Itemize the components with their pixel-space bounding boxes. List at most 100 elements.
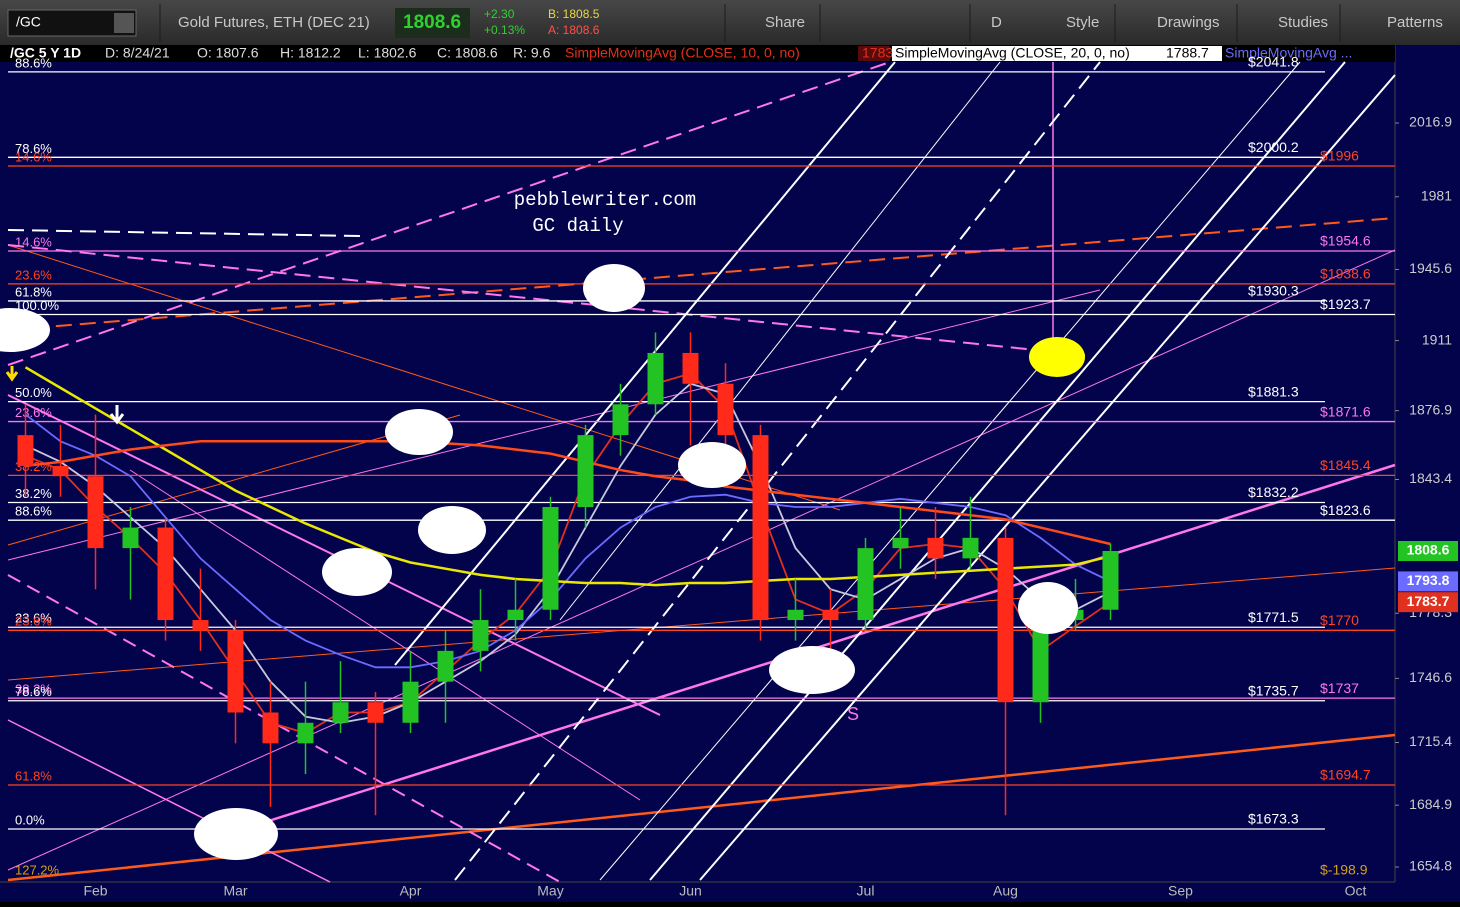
ask: A: 1808.6 [548, 23, 600, 37]
x-tick-label: Mar [223, 883, 247, 899]
y-axis-area [1395, 62, 1460, 902]
ma-line [25, 382, 1111, 724]
toolbar-separators [159, 4, 1341, 42]
symbol-dropdown[interactable] [114, 13, 134, 33]
legend-entry: SimpleMovingAvg (CLOSE, 10, 0, no) [565, 45, 800, 61]
candle-body [472, 620, 489, 651]
level-label: $-198.9 [1320, 862, 1368, 878]
plot: 88.6% $2041.8 78.6% $2000.2 14.6% $1996 14.6% $… [8, 54, 1395, 830]
fib-label: 23.6% [15, 267, 52, 282]
info-open: O: 1807.6 [197, 45, 259, 61]
candle-body [122, 527, 139, 549]
y-tick-label: 1684.9 [1409, 796, 1452, 812]
level-label: $2000.2 [1248, 139, 1299, 155]
level-label: $1771.5 [1248, 609, 1299, 625]
legend-value-box [858, 46, 890, 61]
candle-body [857, 548, 874, 621]
info-date: D: 8/24/21 [105, 45, 170, 61]
legend-entry: SimpleMovingAvg (CLOSE, 20, 0, no) [895, 45, 1130, 61]
ma-line [24, 366, 1111, 587]
candle-body [647, 352, 664, 405]
description: Gold Futures, ETH (DEC 21) [178, 14, 370, 31]
y-tick-label: 1654.8 [1409, 858, 1452, 874]
x-tick-label: May [537, 883, 563, 899]
candle-body [402, 681, 419, 723]
candle-body [157, 527, 174, 621]
symbol[interactable]: /GC [16, 14, 41, 30]
candle-body [507, 609, 524, 621]
change-pct: +0.13% [484, 23, 525, 37]
annotation: GC daily [532, 215, 623, 237]
candle-body [1032, 620, 1049, 703]
candle-body [52, 465, 69, 477]
fib-label: 23.6% [15, 614, 52, 629]
change: +2.30 [484, 7, 515, 21]
legend-entry: SimpleMovingAvg ... [1225, 45, 1352, 61]
level-label: $1938.6 [1320, 266, 1371, 282]
patterns-button[interactable]: Patterns [1387, 14, 1443, 31]
info-close: C: 1808.6 [437, 45, 498, 61]
candle-body [962, 537, 979, 559]
period-button[interactable]: D [991, 14, 1002, 31]
share-button[interactable]: Share [765, 14, 805, 31]
legend-value: 1788.7 [1166, 45, 1209, 61]
level-label: $1871.6 [1320, 403, 1371, 419]
fib-label: 61.8% [15, 284, 52, 299]
legend-box [892, 46, 1222, 61]
x-tick-label: Sep [1168, 883, 1193, 899]
candle-body [17, 435, 34, 466]
candle-body [997, 537, 1014, 703]
fib-label: 14.6% [15, 234, 52, 249]
candle-body [752, 435, 769, 621]
fib-label: 100.0% [15, 298, 60, 313]
level-label: $1954.6 [1320, 233, 1371, 249]
x-tick-label: Apr [400, 883, 422, 899]
candle-body [682, 352, 699, 384]
drawings-button[interactable]: Drawings [1157, 14, 1220, 31]
candle-body [1102, 551, 1119, 610]
level-label: $1923.7 [1320, 296, 1371, 312]
fib-label: 88.6% [15, 55, 52, 70]
level-label: $1930.3 [1248, 283, 1299, 299]
y-tick-label: 1843.4 [1409, 470, 1452, 486]
y-tick-label: 1876.9 [1409, 401, 1452, 417]
toolbar [0, 0, 1460, 45]
studies-button[interactable]: Studies [1278, 14, 1328, 31]
info-symbol: /GC 5 Y 1D [10, 45, 81, 61]
y-tick-label: 1945.6 [1409, 260, 1452, 276]
fib-label: 38.2% [15, 486, 52, 501]
candle-body [577, 435, 594, 508]
style-button[interactable]: Style [1066, 14, 1099, 31]
level-label: $1737 [1320, 680, 1359, 696]
candle-body [892, 537, 909, 549]
fib-label: 88.6% [15, 504, 52, 519]
highlights [0, 264, 1085, 860]
candle-body [787, 609, 804, 621]
info-line: /GC 5 Y 1D D: 8/24/21 O: 1807.6 H: 1812.… [10, 45, 1352, 61]
y-tick-label: 2016.9 [1409, 114, 1452, 130]
ma-line [25, 440, 1111, 546]
level-label: $1845.4 [1320, 457, 1371, 473]
candle-body [437, 650, 454, 682]
price-box-label: 1808.6 [1407, 542, 1450, 558]
annotation: S [847, 704, 859, 724]
fib-label: 0.0% [15, 812, 45, 827]
candle-body [717, 383, 734, 436]
level-label: $1770 [1320, 612, 1359, 628]
y-tick-label: 1746.6 [1409, 669, 1452, 685]
last-price: 1808.6 [403, 12, 461, 33]
x-tick-label: Jul [857, 883, 875, 899]
candle-body [822, 609, 839, 621]
level-label: $1832.2 [1248, 484, 1299, 500]
level-label: $1823.6 [1320, 502, 1371, 518]
fib-label: 50.0% [15, 385, 52, 400]
candle-body [927, 537, 944, 559]
fib-label: 23.6% [15, 405, 52, 420]
candle-body [542, 507, 559, 610]
level-label: $1673.3 [1248, 811, 1299, 827]
price-box [1398, 541, 1458, 562]
ma-line [24, 413, 1111, 669]
candle-body [612, 404, 629, 436]
y-tick-label: 1911 [1422, 331, 1452, 347]
